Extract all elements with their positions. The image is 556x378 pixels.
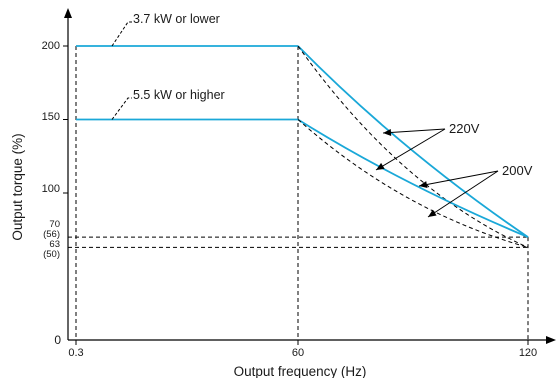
y-tick-label: 100 <box>42 183 60 195</box>
series-220v-curve <box>297 45 529 238</box>
arrowhead-icon <box>383 128 392 136</box>
x-axis-title: Output frequency (Hz) <box>234 364 367 378</box>
y-tick-label: (50) <box>43 249 60 260</box>
series-label-5-5kw: 5.5 kW or higher <box>133 88 225 102</box>
axis-ticks: 0.3 60 120 200 150 100 70(56)63(50) <box>42 40 538 359</box>
voltage-pointers <box>111 21 499 218</box>
arrowhead-icon <box>419 181 428 188</box>
y-tick-label: 150 <box>42 111 60 123</box>
x-tick-label: 60 <box>292 347 304 359</box>
series-label-3-7kw: 3.7 kW or lower <box>133 12 220 26</box>
reference-lines <box>68 46 529 340</box>
torque-curves <box>76 45 529 248</box>
series-200v-curve <box>297 119 529 248</box>
x-axis-arrow-icon <box>546 336 556 344</box>
y-tick-label: 70 <box>49 219 60 230</box>
annotation-arrow <box>382 128 446 134</box>
arrowhead-icon <box>428 209 437 217</box>
series-label-leader <box>111 97 132 120</box>
annotation-arrow <box>418 170 499 187</box>
annotation-220v: 220V <box>449 121 480 136</box>
y-tick-label: (56) <box>43 229 60 240</box>
series-label-leader <box>111 21 132 47</box>
arrowhead-icon <box>376 162 385 170</box>
annotation-arrow <box>427 170 499 218</box>
y-tick-label: 200 <box>42 40 60 52</box>
y-axis-arrow-icon <box>64 8 72 18</box>
series-200v-curve <box>297 45 529 248</box>
origin-label: 0 <box>54 333 61 347</box>
x-tick-label: 0.3 <box>68 347 83 359</box>
annotation-arrow <box>375 128 446 171</box>
x-tick-label: 120 <box>519 347 537 359</box>
annotation-200v: 200V <box>502 163 533 178</box>
series-220v-curve <box>297 118 529 238</box>
y-axis-title: Output torque (%) <box>10 133 25 240</box>
y-tick-label: 63 <box>49 239 60 250</box>
